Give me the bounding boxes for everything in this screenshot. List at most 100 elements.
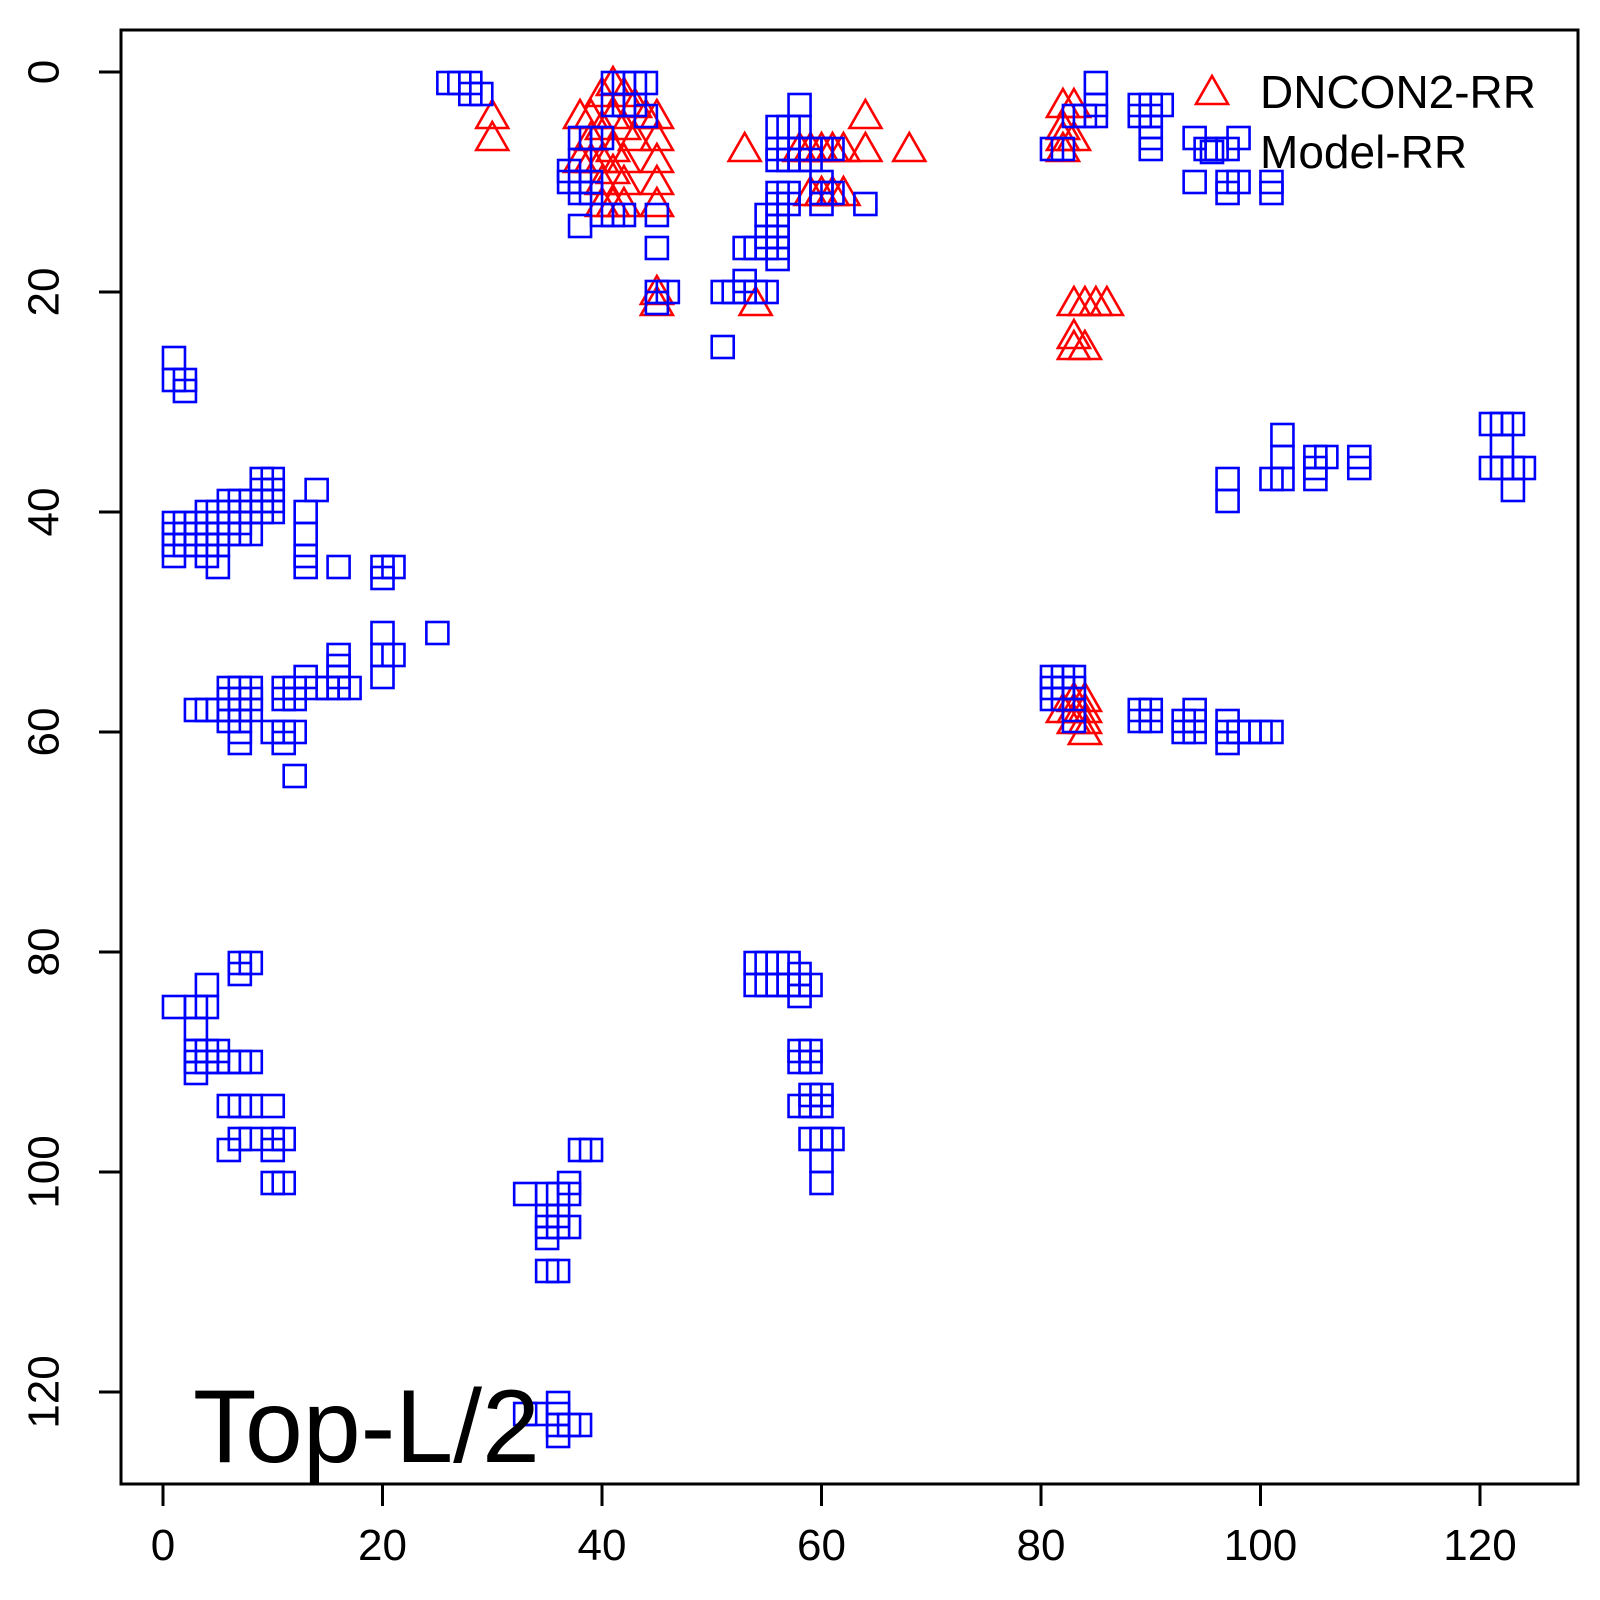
data-point-triangle — [638, 119, 676, 152]
panel-label: Top-L/2 — [193, 1369, 540, 1485]
series-0 — [474, 64, 1126, 746]
data-point-square — [1303, 466, 1328, 492]
y-axis: 0 20 40 60 80 100 120 — [20, 60, 123, 1429]
legend-label: DNCON2-RR — [1260, 66, 1536, 118]
data-point-triangle — [605, 163, 643, 196]
data-point-square — [809, 1170, 834, 1196]
data-point-triangle — [474, 119, 511, 152]
y-tick-label: 100 — [20, 1135, 69, 1208]
data-point-triangle — [891, 130, 928, 163]
data-point-square — [260, 1093, 286, 1119]
data-point-square — [1270, 444, 1295, 470]
data-point-square — [787, 983, 812, 1009]
x-tick-label: 100 — [1224, 1521, 1297, 1570]
data-point-square — [370, 664, 395, 690]
data-point-square — [809, 1093, 834, 1119]
data-point-triangle — [847, 97, 884, 130]
data-point-square — [1226, 125, 1251, 151]
x-tick-label: 40 — [578, 1521, 627, 1570]
data-point-square — [765, 224, 790, 250]
data-point-square — [1138, 708, 1164, 734]
data-point-square — [853, 191, 878, 217]
data-point-square — [1061, 708, 1087, 734]
data-point-square — [644, 235, 670, 261]
data-point-square — [776, 191, 801, 217]
data-point-square — [1346, 455, 1372, 481]
data-point-square — [534, 1225, 560, 1251]
data-point-square — [205, 554, 231, 580]
data-point-square — [293, 554, 318, 580]
data-point-square — [809, 191, 834, 217]
data-point-square — [337, 675, 362, 701]
data-point-square — [633, 103, 659, 129]
x-tick-label: 60 — [797, 1521, 846, 1570]
data-point-square — [468, 81, 494, 107]
data-point-square — [578, 1137, 604, 1163]
data-point-square — [710, 334, 736, 360]
data-point-square — [271, 730, 297, 756]
data-point-square — [1215, 180, 1240, 206]
data-point-square — [1215, 488, 1240, 514]
data-point-triangle — [1066, 328, 1104, 361]
data-point-square — [172, 378, 198, 404]
data-point-triangle — [726, 130, 763, 163]
data-point-square — [227, 961, 253, 987]
data-point-square — [1500, 477, 1526, 503]
data-point-square — [260, 466, 286, 492]
legend: DNCON2-RR Model-RR — [1193, 66, 1536, 178]
y-tick-label: 120 — [20, 1355, 69, 1428]
x-tick-label: 80 — [1017, 1521, 1066, 1570]
data-point-square — [370, 565, 395, 591]
y-tick-label: 0 — [20, 60, 69, 84]
data-point-square — [161, 543, 187, 569]
points-layer — [161, 64, 1537, 1449]
data-point-square — [271, 1170, 297, 1196]
y-tick-label: 80 — [20, 928, 69, 977]
data-point-square — [589, 125, 615, 151]
x-tick-label: 20 — [358, 1521, 407, 1570]
data-point-triangle — [1066, 713, 1104, 746]
data-point-square — [1259, 180, 1284, 206]
data-point-triangle — [737, 284, 774, 317]
data-point-square — [425, 620, 450, 646]
data-point-square — [282, 763, 308, 789]
data-point-triangle — [616, 119, 654, 152]
data-point-square — [282, 686, 308, 712]
x-tick-label: 120 — [1443, 1521, 1516, 1570]
data-point-square — [1138, 136, 1164, 162]
data-point-square — [183, 1060, 209, 1086]
data-point-square — [545, 1423, 571, 1449]
legend-label: Model-RR — [1260, 126, 1467, 178]
data-point-square — [644, 202, 670, 228]
data-point-square — [611, 202, 637, 228]
data-point-square — [1050, 136, 1076, 162]
data-point-square — [326, 554, 351, 580]
data-point-square — [1259, 719, 1284, 745]
data-point-square — [644, 290, 670, 316]
legend-marker-triangle — [1193, 73, 1231, 106]
x-axis: 0 20 40 60 80 100 120 — [151, 1482, 1517, 1570]
data-point-triangle — [638, 141, 676, 174]
data-point-square — [798, 1049, 823, 1075]
data-point-square — [1215, 730, 1240, 756]
data-point-square — [227, 730, 253, 756]
data-point-square — [1171, 719, 1196, 745]
data-point-square — [194, 972, 220, 998]
data-point-triangle — [1088, 284, 1126, 317]
data-point-square — [1083, 92, 1109, 118]
legend-marker-square — [1199, 139, 1225, 165]
data-point-square — [556, 1170, 582, 1196]
y-tick-label: 40 — [20, 488, 69, 537]
series-1 — [161, 70, 1537, 1449]
data-point-triangle — [638, 163, 676, 196]
data-point-square — [732, 268, 757, 294]
y-tick-label: 20 — [20, 268, 69, 317]
y-tick-label: 60 — [20, 708, 69, 757]
data-point-square — [260, 1137, 286, 1163]
data-point-square — [545, 1258, 571, 1284]
data-point-square — [238, 1049, 264, 1075]
data-point-triangle — [474, 97, 511, 130]
